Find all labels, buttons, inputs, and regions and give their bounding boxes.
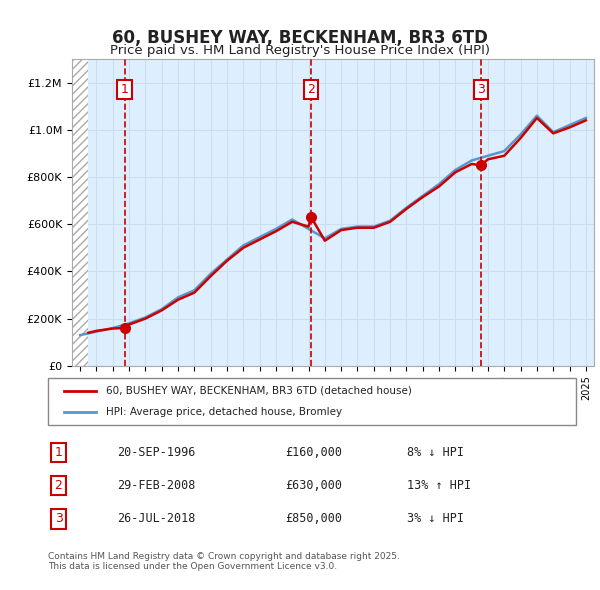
Text: 2: 2 bbox=[307, 83, 315, 96]
Text: 3% ↓ HPI: 3% ↓ HPI bbox=[407, 513, 464, 526]
Text: HPI: Average price, detached house, Bromley: HPI: Average price, detached house, Brom… bbox=[106, 407, 342, 417]
Text: £160,000: £160,000 bbox=[286, 446, 343, 459]
Text: 1: 1 bbox=[55, 446, 62, 459]
Text: Contains HM Land Registry data © Crown copyright and database right 2025.
This d: Contains HM Land Registry data © Crown c… bbox=[48, 552, 400, 571]
FancyBboxPatch shape bbox=[48, 378, 576, 425]
Text: 13% ↑ HPI: 13% ↑ HPI bbox=[407, 479, 471, 493]
Text: 3: 3 bbox=[477, 83, 485, 96]
Bar bbox=[72, 59, 88, 366]
Text: £850,000: £850,000 bbox=[286, 513, 343, 526]
Text: 3: 3 bbox=[55, 513, 62, 526]
Text: 29-FEB-2008: 29-FEB-2008 bbox=[116, 479, 195, 493]
Text: 20-SEP-1996: 20-SEP-1996 bbox=[116, 446, 195, 459]
Text: 8% ↓ HPI: 8% ↓ HPI bbox=[407, 446, 464, 459]
Text: 26-JUL-2018: 26-JUL-2018 bbox=[116, 513, 195, 526]
Text: Price paid vs. HM Land Registry's House Price Index (HPI): Price paid vs. HM Land Registry's House … bbox=[110, 44, 490, 57]
Text: 60, BUSHEY WAY, BECKENHAM, BR3 6TD (detached house): 60, BUSHEY WAY, BECKENHAM, BR3 6TD (deta… bbox=[106, 386, 412, 396]
Text: 60, BUSHEY WAY, BECKENHAM, BR3 6TD: 60, BUSHEY WAY, BECKENHAM, BR3 6TD bbox=[112, 30, 488, 47]
Text: 2: 2 bbox=[55, 479, 62, 493]
Text: 1: 1 bbox=[121, 83, 128, 96]
Text: £630,000: £630,000 bbox=[286, 479, 343, 493]
